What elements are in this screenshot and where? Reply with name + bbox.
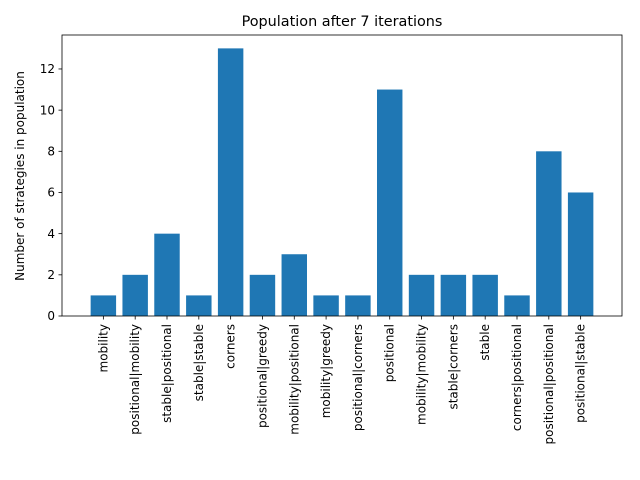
x-tick-label: positional|mobility xyxy=(128,324,142,435)
x-tick-label: corners|positional xyxy=(510,324,524,431)
x-tick-label: mobility|mobility xyxy=(415,324,429,425)
bar-positional-positional xyxy=(536,151,562,316)
x-tick-label: stable|corners xyxy=(446,324,460,410)
bar-stable xyxy=(472,274,498,316)
y-tick-label: 4 xyxy=(47,227,55,241)
bar-mobility-greedy xyxy=(313,295,339,316)
bar-stable-corners xyxy=(440,274,467,316)
bar-mobility-positional xyxy=(281,254,307,316)
y-tick-label: 2 xyxy=(47,268,55,282)
bar-corners xyxy=(217,48,244,316)
bar-mobility-mobility xyxy=(408,274,435,316)
bar-positional-stable xyxy=(567,192,594,316)
chart-title: Population after 7 iterations xyxy=(242,14,443,30)
plot-frame xyxy=(61,34,623,317)
bar-positional xyxy=(377,89,403,316)
x-tick-label: positional|corners xyxy=(351,324,365,431)
y-axis-label: Number of strategies in population xyxy=(13,71,27,281)
y-ticks-group: 0 2 4 6 8 10 12 xyxy=(40,62,62,323)
bar-stable-stable xyxy=(186,295,212,316)
x-tick-label: mobility|positional xyxy=(287,324,301,435)
bar-corners-positional xyxy=(504,295,530,316)
x-tick-label: stable xyxy=(478,324,492,361)
x-tick-label: positional|stable xyxy=(574,324,588,423)
bar-stable-positional xyxy=(154,233,180,316)
bar-positional-corners xyxy=(345,295,371,316)
y-tick-label: 0 xyxy=(47,309,55,323)
x-tick-label: positional|positional xyxy=(542,324,556,444)
x-tick-label: positional|greedy xyxy=(255,324,269,428)
bar-mobility xyxy=(90,295,117,316)
bar-positional-greedy xyxy=(249,274,276,316)
bars-group xyxy=(90,48,594,316)
x-tick-label: corners xyxy=(224,324,238,369)
y-tick-label: 12 xyxy=(40,62,55,76)
y-tick-label: 6 xyxy=(47,186,55,200)
x-tick-label: mobility xyxy=(96,324,110,372)
bar-positional-mobility xyxy=(122,274,148,316)
x-tick-label: stable|stable xyxy=(192,324,206,401)
x-tick-label: stable|positional xyxy=(160,324,174,423)
y-tick-label: 8 xyxy=(47,145,55,159)
x-tick-label: positional xyxy=(383,324,397,382)
x-tick-label: mobility|greedy xyxy=(319,324,333,418)
x-ticks-group: mobility positional|mobility stable|positi… xyxy=(96,316,588,444)
y-tick-label: 10 xyxy=(40,103,55,117)
